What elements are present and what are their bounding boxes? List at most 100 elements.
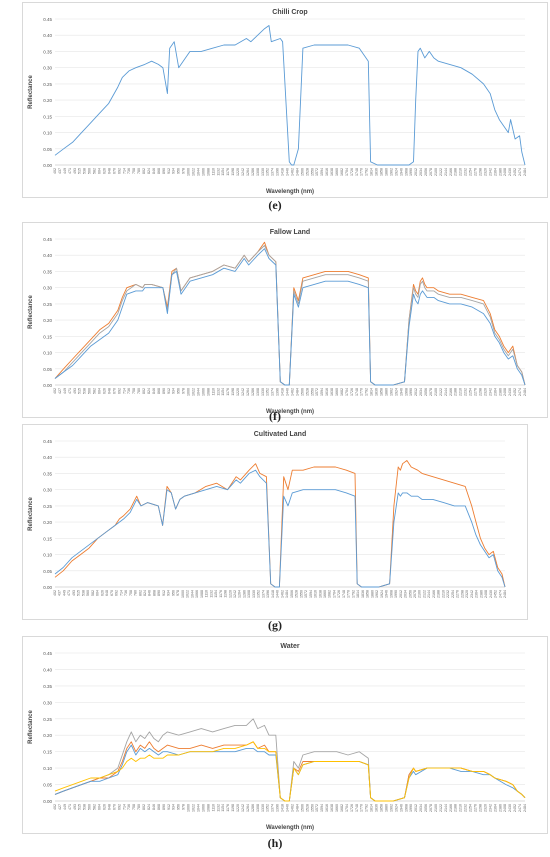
chart-title: Cultivated Land [254,431,307,438]
x-tick-label: 1968 [389,590,393,598]
y-axis-label: Reflectance [28,74,34,108]
y-tick-label: 0.30 [43,286,52,291]
x-tick-label: 714 [122,168,126,174]
x-tick-label: 1330 [261,168,265,176]
x-tick-label: 802 [142,168,146,174]
y-tick-label: 0.40 [43,455,52,460]
x-tick-label: 2430 [508,168,512,176]
x-tick-label: 912 [162,590,166,596]
chart-frame: Cultivated Land 0.00 0.05 0.10 0.15 0.20 0.25 0… [22,424,528,620]
x-tick-label: 802 [138,590,142,596]
x-tick-label: 1990 [409,388,413,396]
x-tick-label: 802 [142,388,146,394]
x-tick-label: 868 [157,388,161,394]
x-tick-label: 1572 [315,388,319,396]
x-tick-label: 2320 [465,590,469,598]
x-tick-label: 604 [98,388,102,394]
x-tick-label: 626 [102,168,106,174]
x-tick-label: 493 [73,804,77,810]
x-tick-label: 471 [68,168,72,174]
x-tick-label: 868 [157,804,161,810]
x-tick-label: 1748 [355,388,359,396]
x-tick-label: 2276 [474,168,478,176]
x-tick-label: 1462 [290,388,294,396]
x-tick-label: 1726 [350,168,354,176]
y-tick-label: 0.40 [43,253,52,258]
x-tick-label: 824 [147,388,151,394]
x-tick-label: 2298 [460,590,464,598]
x-tick-label: 1968 [404,804,408,812]
x-tick-label: 692 [117,804,121,810]
x-tick-label: 1044 [196,804,200,812]
chart-title: Chilli Crop [272,9,307,16]
x-tick-label: 1858 [380,168,384,176]
y-tick-label: 0.15 [43,334,52,339]
y-tick-label: 0.40 [43,667,52,672]
x-tick-label: 1000 [187,388,191,396]
x-tick-label: 1440 [286,168,290,176]
x-tick-label: 890 [157,590,161,596]
x-tick-label: 2232 [464,804,468,812]
x-tick-label: 582 [93,804,97,810]
x-tick-label: 582 [93,168,97,174]
x-tick-label: 1462 [290,168,294,176]
panel-caption: (g) [268,618,282,632]
x-tick-label: 1396 [276,388,280,396]
x-tick-label: 2408 [503,168,507,176]
x-tick-label: 1374 [271,804,275,812]
x-tick-label: 1572 [315,804,319,812]
x-tick-label: 2188 [454,388,458,396]
x-tick-label: 560 [88,168,92,174]
y-tick-label: 0.30 [43,700,52,705]
x-tick-label: 2474 [518,168,522,176]
x-tick-label: 1594 [320,804,324,812]
x-tick-label: 1924 [394,804,398,812]
x-tick-label: 648 [107,168,111,174]
x-tick-label: 2474 [498,590,502,598]
x-tick-label: 2188 [454,804,458,812]
x-tick-label: 1132 [209,590,213,598]
x-tick-label: 802 [142,804,146,810]
x-tick-label: 1814 [356,590,360,598]
y-tick-label: 0.10 [43,553,52,558]
x-tick-label: 1748 [355,804,359,812]
x-tick-label: 1418 [281,168,285,176]
x-tick-label: 1418 [281,388,285,396]
x-tick-label: 1352 [257,590,261,598]
x-tick-label: 1880 [384,388,388,396]
x-tick-label: 692 [117,388,121,394]
x-tick-label: 2012 [414,388,418,396]
x-tick-label: 1352 [266,388,270,396]
x-tick-label: 1440 [286,804,290,812]
x-tick-label: 1506 [290,590,294,598]
x-tick-label: 2034 [419,168,423,176]
x-tick-label: 1264 [246,388,250,396]
x-tick-label: 2430 [508,804,512,812]
y-tick-label: 0.15 [43,536,52,541]
chart-title: Water [280,643,299,650]
x-tick-label: 2484 [523,388,527,396]
x-tick-label: 1616 [314,590,318,598]
y-axis-label: Reflectance [28,496,34,530]
x-tick-label: 471 [67,590,71,596]
x-tick-label: 956 [177,388,181,394]
x-axis-label: Wavelength (nm) [266,189,314,195]
x-tick-label: 1880 [384,168,388,176]
x-tick-label: 2276 [474,388,478,396]
x-tick-label: 1110 [211,388,215,395]
x-tick-label: 1616 [325,804,329,812]
x-tick-label: 1572 [315,168,319,176]
x-tick-label: 1506 [300,804,304,812]
x-tick-label: 1902 [389,804,393,812]
x-tick-label: 2078 [413,590,417,598]
x-tick-label: 1044 [196,168,200,176]
y-tick-label: 0.00 [43,585,52,590]
x-tick-label: 2122 [422,590,426,598]
x-tick-label: 2430 [508,388,512,396]
x-tick-label: 1682 [340,168,344,176]
x-tick-label: 934 [172,804,176,810]
x-tick-label: 780 [137,804,141,810]
y-tick-label: 0.15 [43,750,52,755]
x-tick-label: 1594 [320,388,324,396]
x-tick-label: 1198 [231,804,235,812]
